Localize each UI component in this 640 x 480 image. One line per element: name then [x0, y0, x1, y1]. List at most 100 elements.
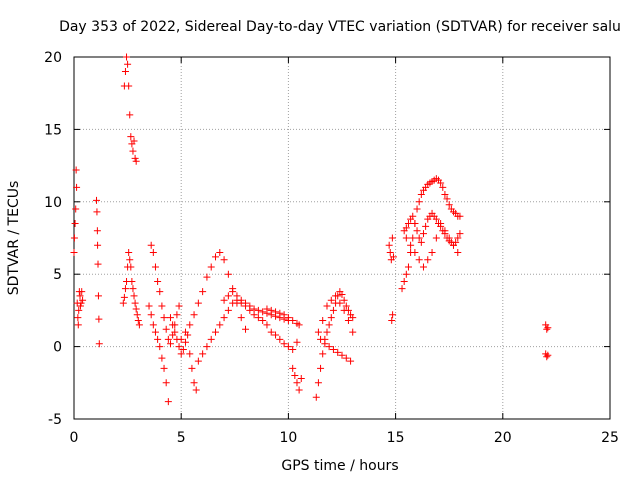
data-point: [130, 137, 138, 145]
data-point: [402, 234, 410, 242]
data-point: [280, 340, 288, 348]
data-points: [70, 53, 552, 406]
data-point: [149, 248, 157, 256]
data-point: [400, 277, 408, 285]
data-point: [233, 292, 241, 300]
data-point: [419, 263, 427, 271]
data-point: [338, 351, 346, 359]
data-point: [314, 328, 322, 336]
data-point: [166, 314, 174, 322]
data-point: [276, 309, 284, 317]
data-point: [127, 263, 135, 271]
data-point: [203, 273, 211, 281]
data-point: [76, 302, 84, 310]
data-point: [212, 328, 220, 336]
data-point: [220, 314, 228, 322]
data-point: [73, 183, 81, 191]
data-point: [441, 191, 449, 199]
data-point: [129, 285, 137, 293]
data-point: [74, 321, 82, 329]
data-point: [175, 302, 183, 310]
data-point: [93, 208, 101, 216]
data-point: [325, 343, 333, 351]
data-point: [454, 248, 462, 256]
data-point: [254, 314, 262, 322]
data-point: [94, 260, 102, 268]
data-point: [289, 364, 297, 372]
data-point: [323, 328, 331, 336]
data-point: [181, 328, 189, 336]
data-point: [93, 227, 101, 235]
data-point: [454, 234, 462, 242]
data-point: [76, 292, 84, 300]
data-point: [216, 321, 224, 329]
y-axis-label: SDTVAR / TECUs: [6, 181, 22, 296]
data-point: [411, 220, 419, 228]
data-point: [284, 343, 292, 351]
data-point: [74, 314, 82, 322]
data-point: [417, 238, 425, 246]
data-point: [125, 82, 133, 90]
y-tick-label: 0: [53, 340, 62, 356]
data-point: [75, 306, 83, 314]
data-point: [203, 343, 211, 351]
data-point: [207, 335, 215, 343]
data-point: [259, 317, 267, 325]
data-point: [340, 306, 348, 314]
data-point: [229, 299, 237, 307]
data-point: [237, 296, 245, 304]
data-point: [544, 351, 552, 359]
data-point: [207, 263, 215, 271]
data-point: [336, 299, 344, 307]
data-point: [319, 350, 327, 358]
data-point: [132, 157, 140, 165]
data-point: [428, 248, 436, 256]
data-point: [93, 196, 101, 204]
data-point: [402, 224, 410, 232]
data-point: [190, 311, 198, 319]
data-point: [267, 328, 275, 336]
data-point: [411, 248, 419, 256]
data-point: [124, 60, 132, 68]
data-point: [349, 314, 357, 322]
data-point: [432, 234, 440, 242]
x-tick-label: 0: [70, 430, 79, 446]
data-point: [125, 248, 133, 256]
data-point: [72, 205, 80, 213]
data-point: [317, 335, 325, 343]
data-point: [332, 292, 340, 300]
data-point: [94, 241, 102, 249]
data-point: [158, 354, 166, 362]
data-point: [220, 256, 228, 264]
data-point: [166, 340, 174, 348]
data-point: [246, 302, 254, 310]
y-tick-label: -5: [48, 412, 62, 428]
data-point: [386, 248, 394, 256]
data-point: [329, 306, 337, 314]
data-point: [415, 234, 423, 242]
data-point: [171, 328, 179, 336]
data-point: [319, 317, 327, 325]
data-point: [259, 308, 267, 316]
data-point: [151, 263, 159, 271]
data-point: [284, 314, 292, 322]
data-point: [132, 305, 140, 313]
data-point: [417, 191, 425, 199]
data-point: [398, 285, 406, 293]
data-point: [70, 248, 78, 256]
data-point: [409, 234, 417, 242]
plot-frame: [73, 56, 611, 420]
data-point: [194, 357, 202, 365]
data-point: [169, 321, 177, 329]
chart-title: Day 353 of 2022, Sidereal Day-to-day VTE…: [59, 19, 621, 35]
data-point: [95, 340, 103, 348]
data-point: [220, 296, 228, 304]
x-tick-label: 10: [279, 430, 297, 446]
data-point: [445, 234, 453, 242]
data-point: [158, 302, 166, 310]
data-point: [78, 288, 86, 296]
data-point: [188, 364, 196, 372]
data-point: [312, 393, 320, 401]
data-point: [224, 306, 232, 314]
data-point: [389, 311, 397, 319]
